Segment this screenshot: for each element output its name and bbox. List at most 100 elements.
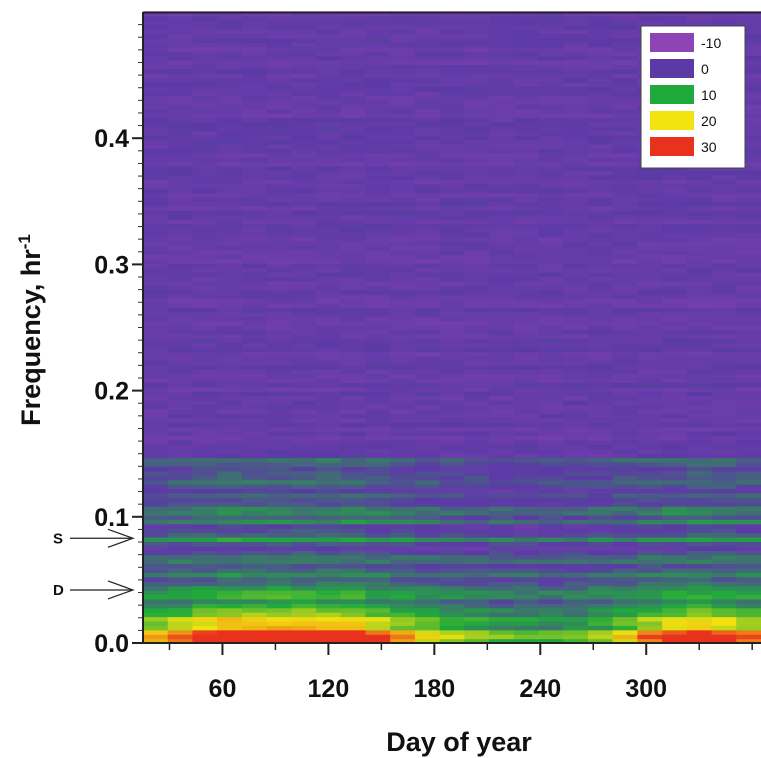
heat-cell xyxy=(662,285,688,291)
heat-cell xyxy=(439,33,465,39)
heat-cell xyxy=(489,95,515,101)
heat-cell xyxy=(291,620,317,626)
heat-cell xyxy=(217,130,243,136)
heat-cell xyxy=(662,377,688,383)
heat-cell xyxy=(736,417,761,423)
heat-cell xyxy=(340,37,367,43)
heat-cell xyxy=(711,435,737,441)
heat-cell xyxy=(662,400,688,406)
heat-cell xyxy=(266,126,292,132)
heat-cell xyxy=(439,514,465,520)
heat-cell xyxy=(192,501,218,507)
heat-cell xyxy=(414,86,441,92)
heat-cell xyxy=(587,329,614,335)
heat-cell xyxy=(612,135,638,141)
heat-cell xyxy=(266,46,292,52)
heat-cell xyxy=(513,223,540,229)
heat-cell xyxy=(365,347,391,353)
heat-cell xyxy=(291,157,317,163)
heat-cell xyxy=(340,152,367,158)
heat-cell xyxy=(414,603,441,609)
heat-cell xyxy=(365,311,391,317)
heat-cell xyxy=(241,188,268,194)
heat-cell xyxy=(538,607,564,613)
heat-cell xyxy=(414,590,441,596)
heat-cell xyxy=(167,598,194,604)
heat-cell xyxy=(340,161,367,167)
heat-cell xyxy=(662,170,688,176)
heat-cell xyxy=(538,90,564,96)
heat-cell xyxy=(711,285,737,291)
heat-cell xyxy=(192,165,218,171)
heat-cell xyxy=(612,285,638,291)
heat-cell xyxy=(464,413,490,419)
heat-cell xyxy=(563,430,589,436)
heat-cell xyxy=(464,528,490,534)
heat-cell xyxy=(637,179,663,185)
heat-cell xyxy=(266,603,292,609)
heat-cell xyxy=(192,510,218,516)
heat-cell xyxy=(192,73,218,79)
heat-cell xyxy=(291,590,317,596)
heat-cell xyxy=(686,360,713,366)
heat-cell xyxy=(316,294,342,300)
heat-cell xyxy=(587,298,614,304)
heat-cell xyxy=(390,249,416,255)
heat-cell xyxy=(686,470,713,476)
heat-cell xyxy=(316,510,342,516)
heat-cell xyxy=(736,90,761,96)
y-tick-label: 0.4 xyxy=(94,125,129,153)
heat-cell xyxy=(143,174,169,180)
heat-cell xyxy=(291,333,317,339)
heat-cell xyxy=(167,510,194,516)
heat-cell xyxy=(365,594,391,600)
heat-cell xyxy=(365,241,391,247)
heat-cell xyxy=(291,523,317,529)
heat-cell xyxy=(513,347,540,353)
heat-cell xyxy=(217,333,243,339)
heat-cell xyxy=(662,625,688,631)
heat-cell xyxy=(587,448,614,454)
heat-cell xyxy=(365,289,391,295)
heat-cell xyxy=(587,492,614,498)
heat-cell xyxy=(167,400,194,406)
heat-cell xyxy=(390,506,416,512)
heat-cell xyxy=(662,324,688,330)
heat-cell xyxy=(143,33,169,39)
heat-cell xyxy=(365,267,391,273)
heat-cell xyxy=(414,391,441,397)
heat-cell xyxy=(513,130,540,136)
heat-cell xyxy=(686,528,713,534)
heat-cell xyxy=(390,444,416,450)
heat-cell xyxy=(686,559,713,565)
heat-cell xyxy=(662,210,688,216)
heat-cell xyxy=(513,492,540,498)
heat-cell xyxy=(291,373,317,379)
heat-cell xyxy=(711,532,737,538)
heat-cell xyxy=(686,430,713,436)
heat-cell xyxy=(513,55,540,61)
heat-cell xyxy=(513,612,540,618)
heat-cell xyxy=(266,130,292,136)
heat-cell xyxy=(513,121,540,127)
heat-cell xyxy=(587,541,614,547)
heat-cell xyxy=(736,121,761,127)
heat-cell xyxy=(390,232,416,238)
heat-cell xyxy=(686,280,713,286)
heat-cell xyxy=(587,439,614,445)
heat-cell xyxy=(538,572,564,578)
heat-cell xyxy=(390,236,416,242)
heat-cell xyxy=(291,519,317,525)
heat-cell xyxy=(266,479,292,485)
heat-cell xyxy=(662,263,688,269)
heat-cell xyxy=(662,461,688,467)
heat-cell xyxy=(365,554,391,560)
heat-cell xyxy=(192,170,218,176)
heat-cell xyxy=(143,157,169,163)
heat-cell xyxy=(390,188,416,194)
heat-cell xyxy=(587,188,614,194)
heat-cell xyxy=(390,263,416,269)
heat-cell xyxy=(538,430,564,436)
heat-cell xyxy=(217,466,243,472)
heat-cell xyxy=(513,391,540,397)
